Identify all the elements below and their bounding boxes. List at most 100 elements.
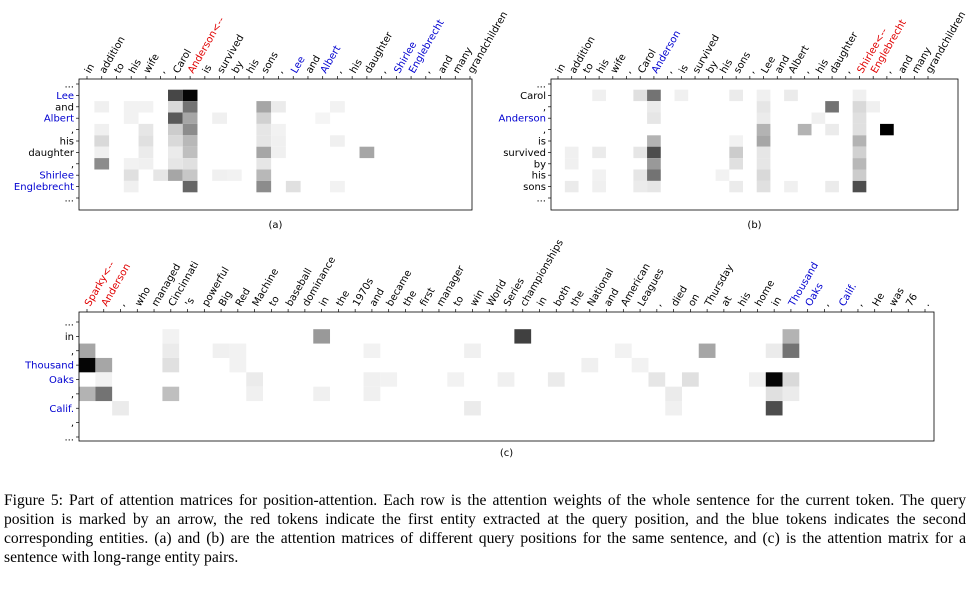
heatmap-cell	[715, 169, 730, 181]
heatmap-cell	[648, 372, 666, 387]
row-token-label: ,	[71, 389, 74, 400]
heatmap-cell	[271, 146, 286, 159]
heatmap-cell	[256, 180, 272, 193]
column-token-label: grandchildren	[466, 10, 510, 76]
heatmap-cell	[256, 123, 272, 136]
heatmap-cell	[182, 146, 198, 159]
heatmap-cell	[592, 180, 606, 193]
heatmap-cell	[212, 343, 230, 358]
row-token-label: ...	[536, 194, 546, 205]
heatmap-cell	[749, 372, 766, 387]
heatmap-cell	[313, 329, 331, 344]
heatmap-cell	[212, 112, 227, 124]
figure-caption: Figure 5: Part of attention matrices for…	[4, 492, 966, 566]
heatmap-cell	[765, 372, 783, 387]
heatmap-cell	[866, 101, 881, 113]
heatmap-cell	[756, 89, 771, 102]
column-token-label: grandchildren	[924, 10, 968, 76]
column-token-label: in	[536, 295, 550, 308]
column-token-label: to	[581, 61, 596, 75]
heatmap-cell	[95, 372, 113, 387]
heatmap-cell	[592, 146, 606, 159]
heatmap-cell	[182, 158, 198, 170]
row-token-label: in	[65, 332, 74, 343]
heatmap-cell	[182, 180, 198, 193]
heatmap-cell	[729, 89, 743, 102]
heatmap-cell	[138, 101, 154, 113]
column-token-label: and	[437, 54, 456, 76]
heatmap-cell	[782, 372, 800, 387]
row-token-label: sons	[523, 182, 546, 193]
column-token-label: at	[720, 294, 735, 308]
heatmap-cell	[647, 101, 661, 113]
column-token-label: was	[888, 286, 907, 308]
row-token-label: ,	[71, 159, 74, 170]
row-token-label: his	[60, 137, 74, 148]
heatmap-cell	[330, 180, 345, 193]
heatmap-cell	[330, 135, 345, 147]
heatmap-cell	[95, 386, 113, 402]
column-token-label: .	[921, 300, 932, 308]
row-token-label: ,	[543, 125, 546, 136]
column-token-label: to	[113, 61, 128, 75]
heatmap-cell	[825, 123, 839, 136]
column-token-label: ,	[422, 67, 433, 75]
heatmap-cell	[271, 123, 286, 136]
heatmap-cell	[138, 146, 154, 159]
heatmap-cell	[78, 357, 96, 373]
heatmap-cell	[756, 180, 771, 193]
column-token-label: Lee	[289, 55, 307, 76]
column-token-label: ,	[623, 67, 634, 75]
column-token-label: his	[245, 58, 262, 76]
heatmap-cell	[285, 180, 301, 193]
heatmap-cell	[564, 180, 579, 193]
heatmap-cell	[168, 135, 183, 147]
heatmap-cell	[94, 101, 110, 113]
row-token-label: ,	[71, 418, 74, 429]
heatmap-cell	[756, 112, 771, 124]
heatmap-cell	[447, 372, 465, 387]
heatmap-cell	[581, 357, 599, 373]
heatmap-cell	[182, 101, 198, 113]
heatmap-cell	[852, 158, 867, 170]
column-token-label: to	[267, 294, 282, 308]
heatmap-cell	[246, 372, 263, 387]
heatmap-cell	[852, 112, 867, 124]
heatmap-cell	[756, 123, 771, 136]
heatmap-cell	[647, 112, 661, 124]
heatmap-cell	[256, 135, 272, 147]
row-token-label: Carol	[520, 91, 546, 102]
heatmap-cell	[162, 357, 180, 373]
plot-frame	[550, 78, 959, 211]
row-token-label: Englebrecht	[14, 182, 74, 193]
heatmap-cell	[647, 146, 661, 159]
row-token-label: Oaks	[49, 375, 74, 386]
heatmap-cell	[123, 101, 139, 113]
column-token-label: his	[814, 58, 831, 76]
heatmap-cell	[631, 357, 649, 373]
heatmap-cell	[138, 123, 154, 136]
column-token-label: his	[127, 58, 144, 76]
row-token-label: ...	[536, 80, 546, 91]
heatmap-cell	[880, 123, 894, 136]
heatmap-cell	[852, 146, 867, 159]
heatmap-cell	[182, 135, 198, 147]
heatmap-cell	[94, 158, 110, 170]
heatmap-cell	[592, 169, 606, 181]
heatmap-cell	[182, 169, 198, 181]
heatmap-cell	[78, 386, 96, 402]
column-token-label: ,	[653, 300, 664, 308]
heatmap-cell	[246, 386, 263, 402]
heatmap-cell	[852, 123, 867, 136]
heatmap-cell	[592, 89, 606, 102]
heatmap-cell	[729, 135, 743, 147]
heatmap-cell	[271, 101, 286, 113]
heatmap-cell	[852, 169, 867, 181]
heatmap-cell	[182, 123, 198, 136]
heatmap-cell	[564, 146, 579, 159]
heatmap-cell	[782, 343, 800, 358]
column-token-label: He	[871, 291, 887, 308]
row-token-label: ...	[64, 194, 74, 205]
heatmap-cell	[168, 89, 183, 102]
